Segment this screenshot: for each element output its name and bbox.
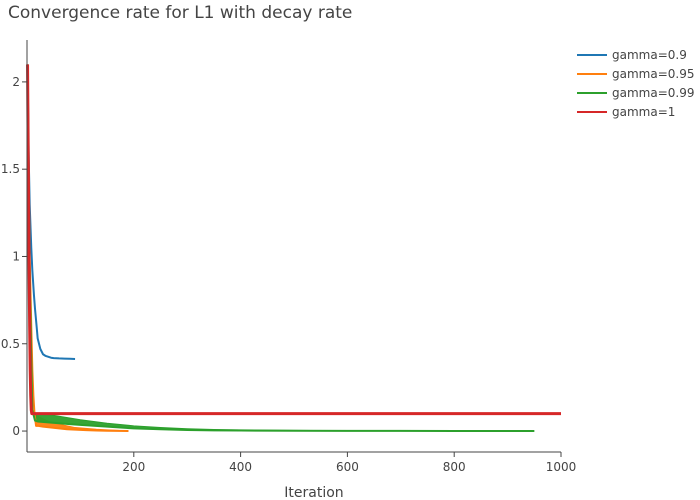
x-tick-label: 200 [122, 460, 145, 474]
series-band-gamma=0.99 [27, 64, 535, 432]
y-tick-label: 1 [12, 249, 20, 263]
legend-label: gamma=0.9 [612, 48, 687, 62]
x-tick-label: 800 [443, 460, 466, 474]
legend-label: gamma=0.99 [612, 86, 694, 100]
legend[interactable]: gamma=0.9 gamma=0.95 gamma=0.99 gamma=1 [577, 48, 694, 119]
x-tick-label: 600 [336, 460, 359, 474]
legend-label: gamma=1 [612, 105, 675, 119]
legend-item[interactable]: gamma=0.99 [577, 86, 694, 100]
x-axis-title: Iteration [284, 485, 343, 500]
series-bands [27, 64, 535, 432]
y-tick-label: 0.5 [1, 337, 20, 351]
legend-item[interactable]: gamma=0.95 [577, 67, 694, 81]
legend-item[interactable]: gamma=0.9 [577, 48, 687, 62]
legend-label: gamma=0.95 [612, 67, 694, 81]
y-tick-label: 0 [12, 424, 20, 438]
x-tick-label: 1000 [546, 460, 577, 474]
y-tick-label: 2 [12, 75, 20, 89]
series-band-gamma=0.95 [27, 64, 129, 432]
series-line-gamma=0.99 [26, 64, 535, 433]
series-line-gamma=0.9 [26, 64, 76, 360]
x-tick-label: 400 [229, 460, 252, 474]
y-tick-label: 1.5 [1, 162, 20, 176]
series-line-gamma=0.95 [26, 64, 129, 433]
legend-item[interactable]: gamma=1 [577, 105, 675, 119]
series-lines [26, 64, 561, 433]
x-axis-ticks: 200 400 600 800 1000 [122, 452, 576, 474]
chart-title: Convergence rate for L1 with decay rate [8, 3, 353, 23]
series-line-gamma=1 [26, 64, 561, 416]
y-axis-ticks: 0 0.5 1 1.5 2 [1, 75, 27, 438]
